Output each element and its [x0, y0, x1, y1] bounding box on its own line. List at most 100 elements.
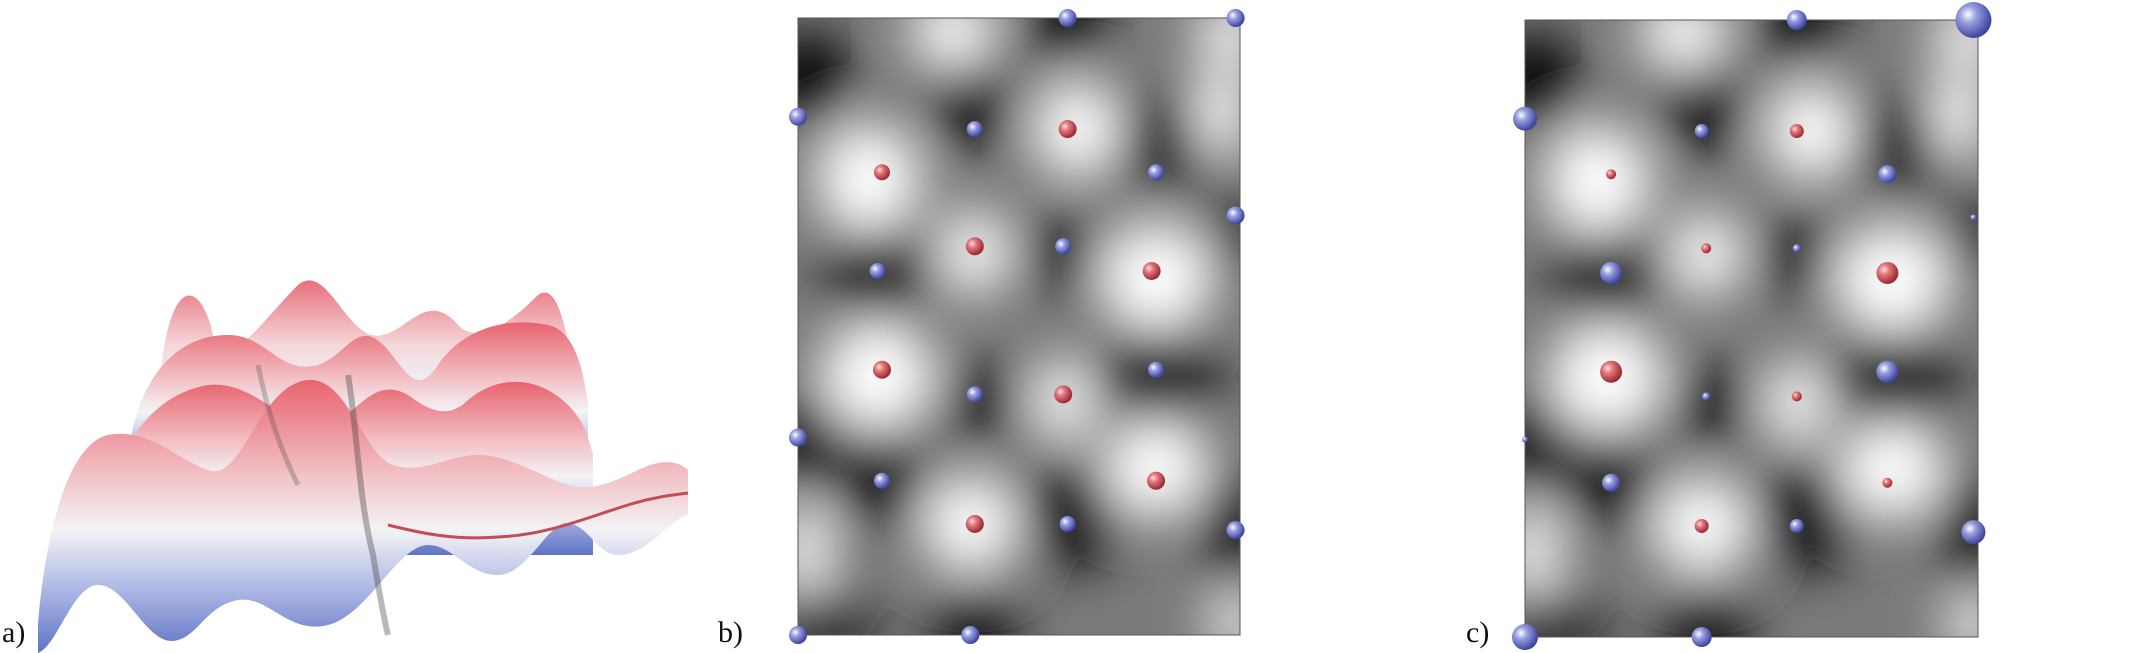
field-low-region	[1660, 587, 1752, 637]
atom-red	[1600, 360, 1623, 383]
field-high-region	[1195, 61, 1240, 160]
atom-blue	[1961, 520, 1986, 545]
field-high-region	[908, 18, 997, 68]
field-low-region	[1760, 211, 1834, 298]
surface-plot	[28, 255, 689, 653]
atom-blue	[1792, 244, 1801, 253]
atom-blue	[1970, 214, 1977, 221]
atom-blue	[966, 386, 983, 403]
atom-blue	[1226, 521, 1245, 540]
atom-blue	[966, 121, 983, 138]
atom-blue	[1878, 165, 1897, 184]
field-low-region	[1525, 587, 1602, 637]
field-low-region	[798, 388, 843, 487]
field-high-region	[815, 122, 922, 234]
atom-blue	[961, 626, 980, 644]
atom-red	[1694, 518, 1709, 533]
atom-blue	[1148, 164, 1165, 181]
atom-blue	[789, 626, 807, 644]
surface-ridge-front	[38, 379, 688, 653]
atom-red	[1606, 169, 1617, 180]
atom-red	[1882, 477, 1893, 488]
atom-blue	[1602, 473, 1621, 492]
field-low-region	[1525, 390, 1571, 489]
surface-edge-line	[387, 491, 689, 540]
atom-blue	[873, 472, 890, 489]
atom-blue	[1789, 518, 1804, 533]
field-low-region	[1937, 464, 1978, 588]
atom-blue	[1058, 9, 1077, 27]
field-high-region	[1525, 501, 1562, 600]
atom-red	[965, 514, 984, 533]
field-low-region	[798, 585, 874, 635]
density-map-c	[1505, 0, 2151, 653]
field-high-region	[1837, 421, 1947, 520]
field-low-region	[1107, 92, 1214, 191]
field-high-region	[1932, 63, 1978, 162]
surface-fold-shadow	[345, 374, 391, 636]
surface-plot-svg	[38, 280, 689, 653]
field-high-region	[798, 499, 834, 598]
atom-blue	[1522, 436, 1528, 443]
field-high-region	[1669, 211, 1743, 298]
field-low-region	[1660, 57, 1743, 156]
field-high-region	[1765, 359, 1829, 446]
atom-blue	[1786, 10, 1807, 30]
field-low-region	[1200, 462, 1240, 586]
atom-blue	[1600, 261, 1623, 284]
field-high-region	[1102, 419, 1210, 518]
atom-red	[1701, 243, 1712, 254]
field-low-region	[1019, 456, 1126, 568]
map-frame	[1524, 19, 1979, 638]
map-frame	[797, 17, 1241, 636]
surface-fold-shadow-2	[255, 364, 301, 487]
atom-blue	[1876, 360, 1899, 383]
atom-blue	[869, 262, 886, 279]
atom-red	[1142, 261, 1161, 280]
atom-red	[965, 237, 984, 256]
field-high-region	[1195, 18, 1240, 62]
field-low-region	[1842, 94, 1951, 193]
field-low-region	[1019, 18, 1108, 62]
atom-red	[1058, 120, 1077, 139]
field-high-region	[1209, 591, 1240, 635]
density-map-b	[780, 0, 1420, 653]
atom-red	[872, 360, 891, 379]
atom-blue	[1694, 124, 1709, 139]
field-high-region	[1638, 20, 1729, 70]
atom-red	[873, 164, 890, 181]
field-high-region	[1543, 124, 1652, 236]
field-low-region	[1751, 458, 1861, 570]
atom-red	[1791, 391, 1802, 402]
field-low-region	[930, 55, 1011, 154]
atom-blue	[1226, 206, 1245, 225]
atom-blue	[1059, 515, 1076, 532]
field-high-region	[1946, 593, 1978, 637]
field-low-region	[798, 30, 852, 130]
atom-red	[1876, 261, 1899, 284]
atom-blue	[1691, 627, 1712, 647]
atom-blue	[789, 428, 807, 447]
atom-red	[1789, 124, 1804, 139]
atom-red	[1147, 471, 1166, 490]
atom-red	[1054, 385, 1073, 404]
panel-label-c: c)	[1466, 616, 1490, 649]
density-map-c-svg	[1512, 2, 1992, 650]
panel-label-b: b)	[718, 616, 743, 649]
atom-blue	[1512, 624, 1538, 650]
field-high-region	[1765, 81, 1856, 181]
atom-blue	[1955, 2, 1992, 38]
field-low-region	[1209, 184, 1240, 284]
panel-label-a: a)	[2, 616, 26, 649]
field-low-region	[1946, 186, 1978, 286]
atom-blue	[1513, 106, 1537, 131]
atom-blue	[1055, 238, 1072, 255]
density-map-b-svg	[789, 9, 1245, 644]
atom-blue	[1226, 9, 1245, 27]
field-low-region	[1674, 359, 1747, 446]
atom-blue	[1148, 361, 1165, 378]
atom-blue	[789, 107, 807, 126]
field-low-region	[930, 585, 1019, 635]
field-low-region	[1751, 20, 1843, 64]
field-low-region	[1525, 32, 1580, 132]
